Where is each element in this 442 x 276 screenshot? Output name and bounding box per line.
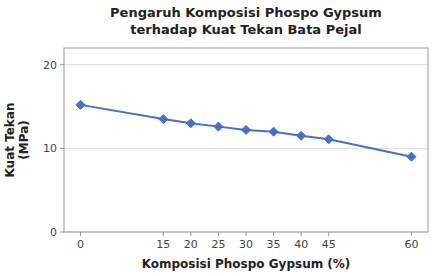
x-tick — [301, 232, 302, 236]
y-tick — [60, 64, 64, 65]
y-tick — [60, 232, 64, 233]
x-tick-label: 35 — [267, 238, 281, 251]
y-axis: 0 10 20 — [43, 59, 64, 239]
plot-frame — [64, 48, 428, 232]
grid — [64, 65, 428, 232]
x-tick — [328, 232, 329, 236]
x-tick-label: 20 — [184, 238, 198, 251]
point — [407, 152, 416, 161]
x-tick — [411, 232, 412, 236]
chart-svg: Pengaruh Komposisi Phospo Gypsum terhadap… — [0, 0, 442, 276]
point — [242, 125, 251, 134]
subtitle: terhadap Kuat Tekan Bata Pejal — [130, 22, 361, 37]
x-tick-label: 0 — [77, 238, 84, 251]
point — [269, 127, 278, 136]
y-tick-label: 0 — [50, 226, 57, 239]
x-tick — [190, 232, 191, 236]
point — [214, 122, 223, 131]
title: Pengaruh Komposisi Phospo Gypsum — [110, 5, 382, 20]
y-axis-label: Kuat Tekan(MPa) — [3, 103, 31, 178]
x-axis: 0 15 20 25 30 35 40 45 60 — [77, 232, 418, 251]
line — [81, 105, 412, 157]
point — [159, 115, 168, 124]
x-tick — [80, 232, 81, 236]
chart-container: Pengaruh Komposisi Phospo Gypsum terhadap… — [0, 0, 442, 276]
y-tick — [60, 148, 64, 149]
x-tick-label: 30 — [239, 238, 253, 251]
y-axis-label-line: (MPa) — [17, 120, 31, 159]
point — [76, 100, 85, 109]
grid-line — [64, 64, 428, 65]
x-tick — [163, 232, 164, 236]
x-tick — [218, 232, 219, 236]
x-tick-label: 45 — [322, 238, 336, 251]
x-tick-label: 40 — [294, 238, 308, 251]
y-tick-label: 20 — [43, 59, 57, 72]
x-axis-label: Komposisi Phospo Gypsum (%) — [142, 257, 351, 271]
y-axis-label-line: Kuat Tekan — [3, 103, 17, 178]
x-tick — [246, 232, 247, 236]
x-tick-label: 60 — [404, 238, 418, 251]
x-tick — [273, 232, 274, 236]
point — [297, 131, 306, 140]
series — [76, 100, 416, 161]
x-tick-label: 15 — [156, 238, 170, 251]
point — [324, 135, 333, 144]
point — [186, 119, 195, 128]
x-tick-label: 25 — [211, 238, 225, 251]
y-tick-label: 10 — [43, 142, 57, 155]
